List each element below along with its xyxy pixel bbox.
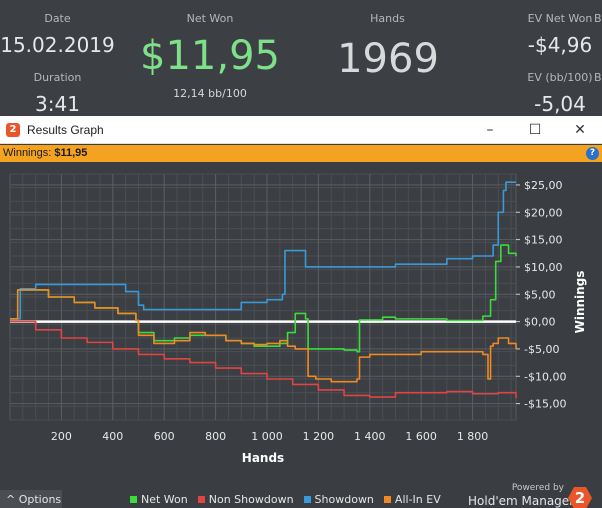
y-tick-label: $20,00 <box>524 206 563 219</box>
x-tick-label: 200 <box>51 430 72 443</box>
winnings-infobar: Winnings: $11,95 ? <box>0 145 602 162</box>
date-value: 15.02.2019 <box>0 33 115 57</box>
legend-item: Net Won <box>130 493 188 506</box>
winnings-label: Winnings: <box>3 147 52 159</box>
legend-label: Net Won <box>141 492 188 506</box>
legend-item: Non Showdown <box>197 492 294 506</box>
x-tick-label: 1 200 <box>303 430 335 443</box>
truncated-column-label-2: B <box>594 71 602 84</box>
x-tick-label: 1 000 <box>251 430 283 443</box>
results-graph-window: 2 Results Graph – ☐ ✕ Winnings: $11,95 ?… <box>0 116 602 508</box>
legend-label: Showdown <box>314 492 374 506</box>
close-button[interactable]: ✕ <box>560 119 600 141</box>
options-button[interactable]: ^ Options <box>0 490 62 508</box>
ev-net-won-label: EV Net Won <box>527 12 593 25</box>
x-tick-label: 800 <box>205 430 226 443</box>
legend-item: Showdown <box>303 492 374 506</box>
chart-legend: Net Won Non Showdown Showdown All-In EV <box>130 492 441 506</box>
maximize-icon: ☐ <box>528 122 542 138</box>
legend-swatch <box>130 495 137 503</box>
ev-bb-value: -5,04 <box>534 92 586 116</box>
powered-by-text: Powered by <box>511 483 564 493</box>
net-won-label: Net Won <box>186 12 234 25</box>
powered-by-block: Powered by Hold'em Manager <box>468 482 574 508</box>
legend-item: All-In EV <box>383 492 441 506</box>
date-label: Date <box>44 12 71 25</box>
help-icon[interactable]: ? <box>586 147 599 160</box>
y-axis-title: Winnings <box>573 271 587 334</box>
net-won-value: $11,95 <box>140 33 280 79</box>
x-tick-label: 400 <box>102 430 123 443</box>
truncated-column-label: B <box>594 12 602 25</box>
legend-label: Non Showdown <box>208 492 294 506</box>
x-axis-title: Hands <box>242 451 284 465</box>
x-tick-label: 600 <box>154 430 175 443</box>
y-tick-label: $15,00 <box>524 234 563 247</box>
y-tick-label: $0,00 <box>524 316 556 329</box>
window-title: Results Graph <box>27 123 104 137</box>
y-tick-label: -$10,00 <box>524 370 566 383</box>
bottom-bar: ^ Options Net Won Non Showdown Showdown All… <box>0 482 602 508</box>
close-icon: ✕ <box>574 122 586 138</box>
x-tick-label: 1 800 <box>457 430 489 443</box>
y-tick-label: -$15,00 <box>524 398 566 411</box>
chevron-up-icon: ^ <box>6 493 16 506</box>
series-line-non-showdown <box>10 320 517 399</box>
x-tick-label: 1 400 <box>354 430 386 443</box>
legend-swatch <box>303 495 311 503</box>
results-chart: 200 400 600 800 1 000 1 200 1 400 1 600 1 800 $25… <box>0 162 602 482</box>
winnings-value: $11,95 <box>54 147 88 159</box>
y-tick-label: $5,00 <box>524 288 556 301</box>
duration-value: 3:41 <box>35 92 80 116</box>
legend-swatch <box>383 495 391 503</box>
winnings-summary: Winnings: $11,95 <box>3 147 87 159</box>
minimize-button[interactable]: – <box>470 119 510 141</box>
ev-net-won-value: -$4,96 <box>527 33 593 57</box>
series-line-all-in-ev <box>10 289 517 383</box>
hands-label: Hands <box>370 12 405 25</box>
x-tick-label: 1 600 <box>405 430 437 443</box>
hands-value: 1969 <box>337 36 439 82</box>
y-tick-label: $25,00 <box>524 179 563 192</box>
maximize-button[interactable]: ☐ <box>515 119 555 141</box>
legend-swatch <box>197 495 205 503</box>
ev-bb-label: EV (bb/100) <box>527 71 593 84</box>
net-won-bb-value: 12,14 bb/100 <box>173 87 247 100</box>
y-tick-label: $10,00 <box>524 261 563 274</box>
brand-name: Hold'em Manager <box>468 494 575 508</box>
minimize-icon: – <box>486 122 494 138</box>
holdem-manager-app-icon: 2 <box>6 123 20 137</box>
y-tick-label: -$5,00 <box>524 343 559 356</box>
holdem-manager-logo: 2 <box>568 487 592 508</box>
series-line-showdown <box>10 181 516 320</box>
duration-label: Duration <box>33 71 82 84</box>
results-chart-svg: 200 400 600 800 1 000 1 200 1 400 1 600 1 800 $25… <box>9 173 587 465</box>
session-stats-panel: Date 15.02.2019 Duration 3:41 Net Won $1… <box>0 0 602 116</box>
window-titlebar[interactable]: 2 Results Graph – ☐ ✕ <box>0 116 602 144</box>
options-label: Options <box>18 493 62 506</box>
legend-label: All-In EV <box>394 492 441 506</box>
